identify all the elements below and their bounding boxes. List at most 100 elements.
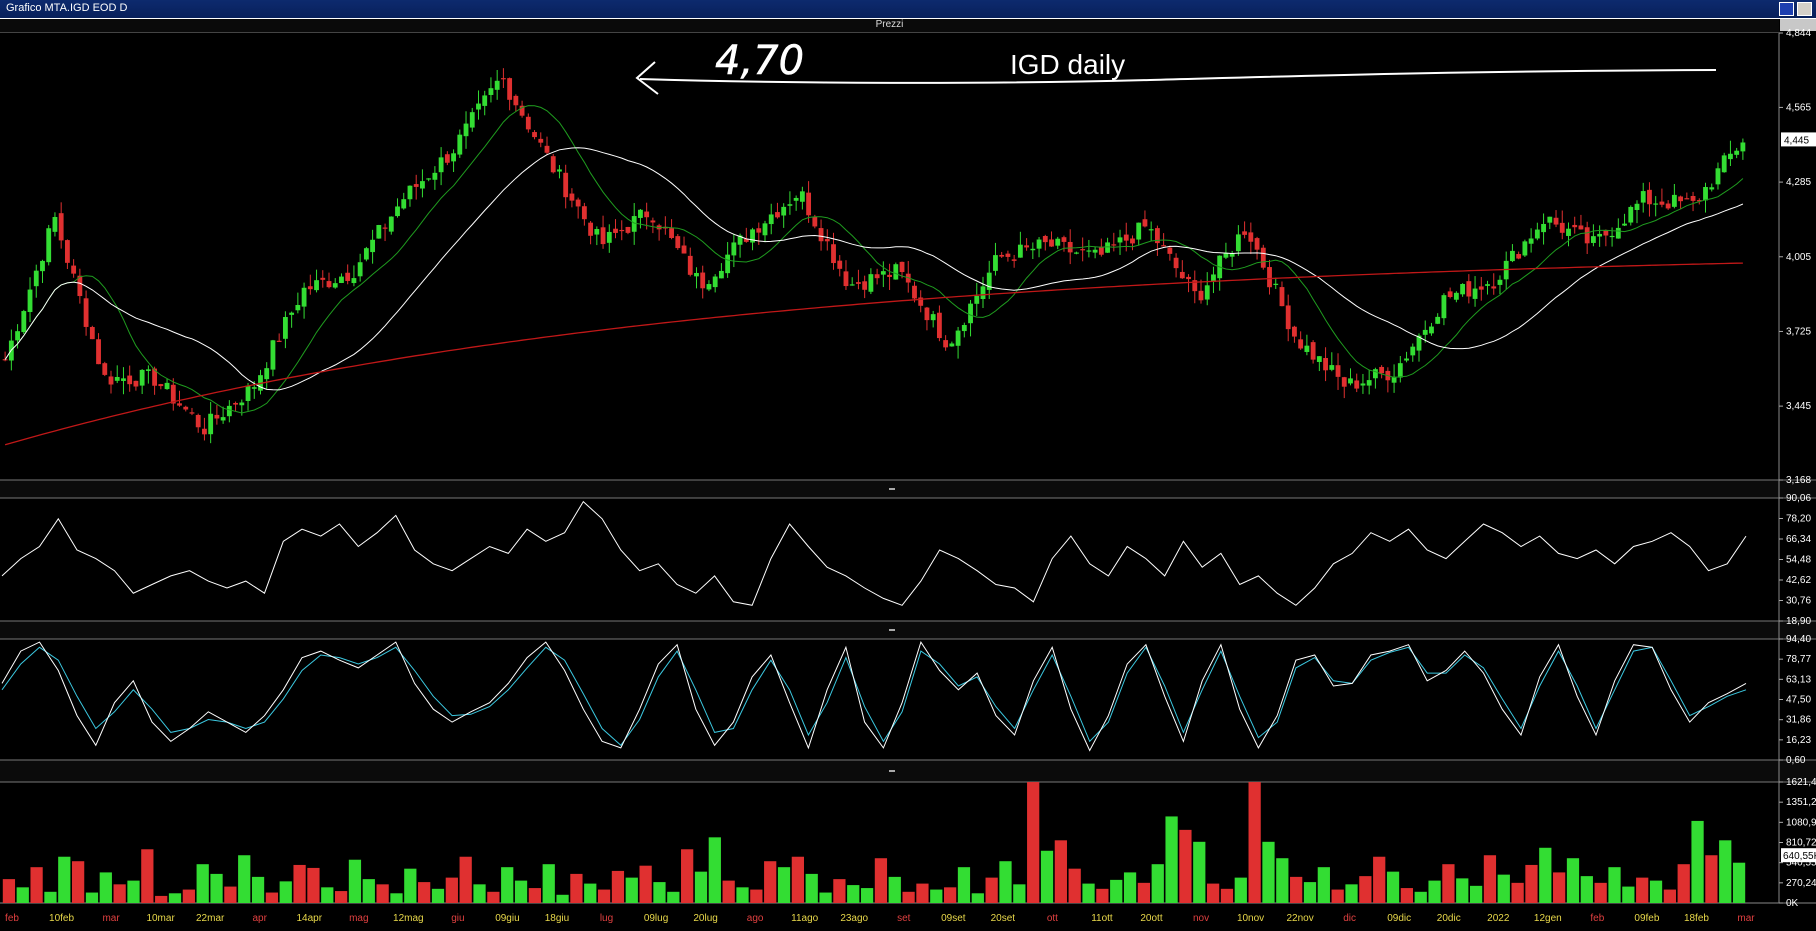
volume-bar — [1663, 889, 1676, 903]
price-candle — [1435, 316, 1441, 324]
price-candle — [1211, 274, 1216, 282]
price-candle — [1086, 250, 1092, 252]
volume-bar — [72, 861, 85, 903]
price-candle — [314, 280, 319, 291]
price-candle — [1566, 228, 1571, 236]
pane-separator — [0, 480, 1816, 498]
price-candle — [89, 327, 95, 340]
price-candle — [251, 387, 257, 389]
volume-bar — [445, 877, 458, 903]
price-candle — [152, 368, 158, 386]
price-candle — [513, 95, 519, 106]
volume-bar — [1580, 876, 1593, 903]
price-candle — [1609, 235, 1615, 238]
x-tick-label: mag — [349, 913, 368, 924]
price-candle — [943, 340, 949, 348]
price-candle — [426, 178, 432, 180]
x-tick-label: giu — [451, 913, 464, 924]
price-candle — [1541, 223, 1546, 233]
volume-bar — [293, 864, 306, 903]
rsi-axis-tick-label: 30,76 — [1786, 596, 1811, 607]
price-candle — [1105, 242, 1110, 253]
price-candle — [818, 228, 824, 242]
volume-bar — [1483, 855, 1497, 903]
volume-bar — [1649, 880, 1663, 903]
price-candle — [1005, 253, 1011, 257]
volume-bar — [238, 855, 251, 903]
volume-bar — [279, 881, 292, 903]
price-candle — [1547, 216, 1553, 223]
price-candle — [532, 132, 537, 138]
price-candle — [924, 307, 930, 321]
pane-resize-handle — [889, 770, 895, 772]
price-candle — [195, 414, 201, 428]
window-title: Grafico MTA.IGD EOD D — [6, 2, 128, 14]
price-candle — [270, 340, 276, 370]
x-tick-label: ago — [747, 913, 764, 924]
price-candle — [1447, 291, 1453, 297]
price-candle — [295, 305, 301, 311]
price-candle — [1410, 346, 1416, 356]
x-tick-label: 09giu — [495, 913, 519, 924]
price-candle — [1684, 198, 1690, 200]
ma-mid-line — [4, 147, 1744, 391]
price-candle — [301, 287, 307, 307]
price-candle — [538, 138, 544, 143]
price-axis-tick-label: 3,168 — [1786, 475, 1811, 486]
price-candle — [775, 212, 780, 218]
price-candle — [46, 228, 52, 263]
pane-resize-handle — [889, 488, 895, 490]
price-candle — [1478, 286, 1484, 290]
price-axis-tick-label: 4,565 — [1786, 102, 1811, 113]
volume-bar — [459, 856, 472, 903]
price-candle — [1709, 187, 1715, 190]
volume-bar — [584, 883, 597, 903]
volume-bar — [1428, 880, 1441, 903]
pane-scroll-control[interactable] — [1780, 19, 1816, 31]
price-candle — [999, 254, 1005, 257]
price-candle — [974, 295, 980, 304]
volume-bar — [1636, 877, 1649, 903]
price-candle — [1603, 230, 1609, 236]
price-candle — [638, 209, 643, 218]
price-candle — [1597, 233, 1603, 237]
price-candle — [1622, 223, 1627, 226]
volume-bar — [1359, 876, 1372, 903]
x-tick-label: 09lug — [644, 913, 668, 924]
price-candle — [420, 181, 425, 189]
price-candle — [1366, 380, 1372, 386]
volume-bar — [514, 880, 528, 903]
price-candle — [307, 286, 313, 290]
price-candle — [1092, 249, 1098, 253]
price-pane-header: Prezzi — [0, 19, 1779, 33]
x-tick-label: 10feb — [49, 913, 74, 924]
volume-bar — [611, 870, 625, 903]
volume-bar — [30, 867, 43, 903]
volume-bar — [653, 882, 666, 903]
volume-bar — [1414, 891, 1427, 903]
volume-bar — [1193, 841, 1206, 903]
price-candle — [64, 240, 70, 263]
volume-bar — [1566, 858, 1580, 903]
price-candle — [1379, 366, 1385, 374]
volume-bar — [860, 888, 874, 903]
price-candle — [569, 193, 575, 201]
price-candle — [799, 191, 805, 202]
minimize-button[interactable] — [1779, 2, 1794, 16]
price-candle — [1472, 288, 1478, 299]
price-candle — [768, 214, 774, 225]
price-candle — [1042, 236, 1048, 243]
rsi-line — [1, 500, 1747, 606]
price-candle — [862, 281, 868, 290]
close-button[interactable] — [1797, 2, 1812, 16]
price-candle — [563, 172, 569, 198]
x-tick-label: 23ago — [840, 913, 868, 924]
volume-bar — [999, 861, 1012, 903]
pane-separator — [0, 621, 1816, 639]
price-candle — [145, 369, 151, 371]
volume-bar — [1525, 864, 1538, 903]
price-candle — [1360, 383, 1366, 386]
price-candle — [15, 331, 20, 341]
volume-bar — [334, 891, 348, 903]
